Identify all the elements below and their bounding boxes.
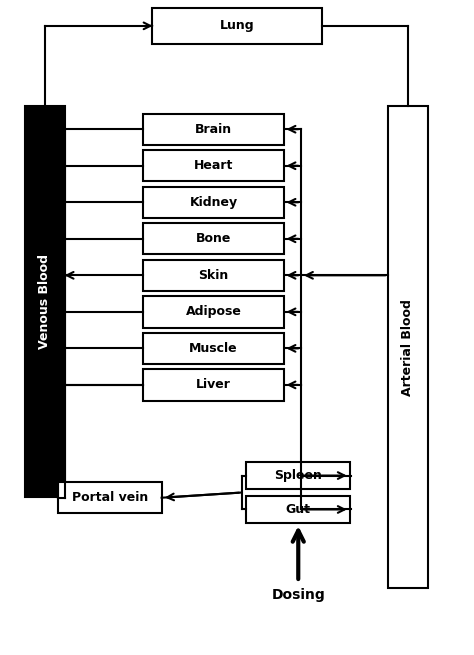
FancyBboxPatch shape: [143, 259, 284, 291]
Text: Dosing: Dosing: [272, 588, 325, 603]
Text: Skin: Skin: [198, 269, 228, 282]
Text: Portal vein: Portal vein: [72, 491, 148, 504]
Text: Venous Blood: Venous Blood: [38, 254, 52, 349]
FancyBboxPatch shape: [246, 496, 350, 523]
FancyBboxPatch shape: [246, 462, 350, 489]
Text: Gut: Gut: [286, 503, 311, 516]
FancyBboxPatch shape: [58, 482, 162, 514]
FancyBboxPatch shape: [143, 223, 284, 254]
FancyBboxPatch shape: [143, 113, 284, 145]
Text: Bone: Bone: [196, 233, 231, 246]
Text: Kidney: Kidney: [190, 196, 237, 209]
FancyBboxPatch shape: [143, 296, 284, 328]
FancyBboxPatch shape: [25, 105, 65, 497]
Text: Brain: Brain: [195, 122, 232, 136]
Text: Spleen: Spleen: [274, 469, 322, 482]
FancyBboxPatch shape: [143, 150, 284, 181]
Text: Arterial Blood: Arterial Blood: [401, 299, 414, 396]
FancyBboxPatch shape: [152, 8, 322, 44]
FancyBboxPatch shape: [143, 369, 284, 401]
Text: Adipose: Adipose: [185, 305, 241, 318]
FancyBboxPatch shape: [388, 105, 428, 588]
Text: Lung: Lung: [219, 20, 255, 32]
Text: Heart: Heart: [194, 159, 233, 172]
FancyBboxPatch shape: [143, 333, 284, 364]
Text: Muscle: Muscle: [189, 342, 238, 355]
FancyBboxPatch shape: [143, 187, 284, 218]
Text: Liver: Liver: [196, 379, 231, 392]
